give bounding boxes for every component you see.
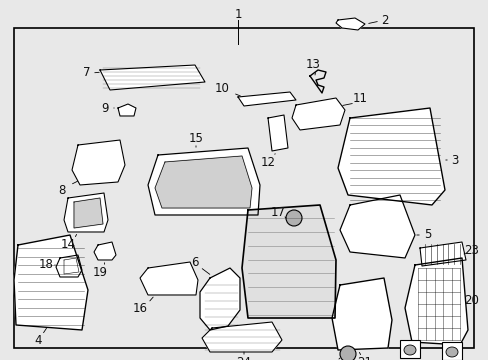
Polygon shape: [74, 198, 103, 228]
Text: 15: 15: [188, 131, 203, 144]
Text: 12: 12: [260, 156, 275, 168]
Polygon shape: [56, 255, 82, 277]
Polygon shape: [100, 65, 204, 90]
Polygon shape: [14, 235, 88, 330]
Polygon shape: [72, 140, 125, 185]
Ellipse shape: [403, 345, 415, 355]
Text: 18: 18: [39, 258, 53, 271]
Text: 5: 5: [424, 229, 431, 242]
Polygon shape: [242, 205, 335, 318]
Text: 4: 4: [34, 333, 41, 346]
Text: 9: 9: [101, 102, 108, 114]
Polygon shape: [148, 148, 260, 215]
Polygon shape: [335, 18, 364, 30]
Polygon shape: [155, 156, 251, 208]
Polygon shape: [419, 242, 465, 266]
Polygon shape: [64, 258, 79, 274]
Polygon shape: [267, 115, 287, 151]
Text: 16: 16: [132, 302, 147, 315]
Circle shape: [339, 346, 355, 360]
Circle shape: [285, 210, 302, 226]
Text: 3: 3: [450, 153, 458, 166]
Bar: [14, 28, 473, 348]
Polygon shape: [337, 108, 444, 205]
Text: 20: 20: [464, 293, 478, 306]
Bar: [399, 340, 419, 358]
Text: 23: 23: [464, 243, 478, 256]
Polygon shape: [94, 242, 116, 260]
Polygon shape: [64, 193, 108, 232]
Text: 7: 7: [83, 67, 91, 80]
Text: 14: 14: [61, 238, 75, 251]
Text: 1: 1: [234, 8, 241, 21]
Polygon shape: [140, 262, 198, 295]
Polygon shape: [200, 268, 240, 330]
Text: 24: 24: [236, 356, 251, 360]
Polygon shape: [339, 195, 414, 258]
Text: 6: 6: [191, 256, 198, 269]
Polygon shape: [331, 278, 391, 350]
Polygon shape: [238, 92, 295, 106]
Text: 13: 13: [305, 58, 320, 72]
Text: 10: 10: [214, 81, 229, 94]
Polygon shape: [404, 258, 467, 345]
Ellipse shape: [445, 347, 457, 357]
Polygon shape: [291, 98, 345, 130]
Text: 11: 11: [352, 91, 367, 104]
Text: 19: 19: [92, 266, 107, 279]
Text: 8: 8: [58, 184, 65, 197]
Polygon shape: [118, 104, 136, 116]
Text: 17: 17: [270, 206, 285, 219]
Text: 21: 21: [357, 356, 372, 360]
Polygon shape: [202, 322, 282, 352]
Bar: [441, 342, 461, 360]
Text: 2: 2: [381, 13, 388, 27]
